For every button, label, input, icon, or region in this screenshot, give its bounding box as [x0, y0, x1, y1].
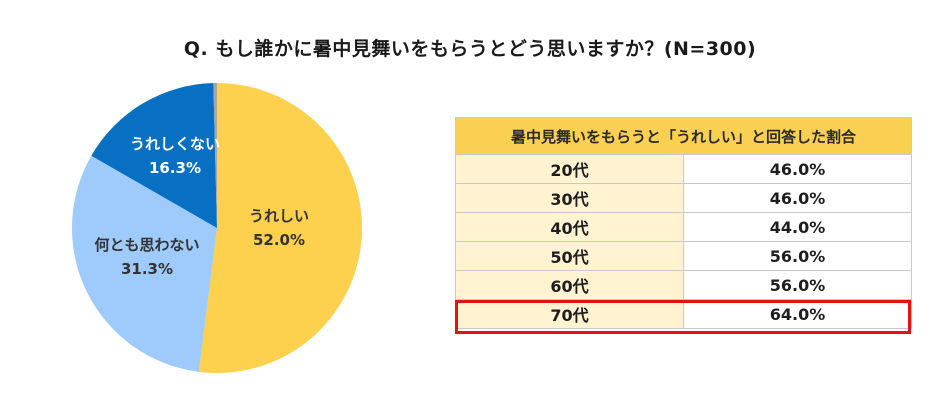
pie-label-happy-name: うれしい — [248, 207, 310, 225]
pie-label-unhappy-pct: 16.3% — [148, 159, 202, 177]
chart-title: Q. もし誰かに暑中見舞いをもらうとどう思いますか？(N=300) — [183, 38, 757, 60]
pie-slice — [72, 155, 217, 372]
pie-label-unhappy-name: うれしくない — [129, 135, 221, 153]
pie-label-indifferent-name: 何とも思わない — [94, 236, 200, 254]
pie-slice — [198, 83, 362, 373]
age-cell: 20代 — [455, 154, 684, 184]
table-row: 30代 46.0% — [455, 183, 912, 213]
table-row: 60代 56.0% — [455, 270, 912, 300]
table-row-highlighted: 70代 64.0% — [455, 299, 912, 329]
age-cell: 70代 — [455, 299, 684, 329]
pie-label-happy: うれしい 52.0% — [249, 204, 309, 252]
age-cell: 40代 — [455, 212, 684, 242]
happy-ratio-table: 暑中見舞いをもらうと「うれしい」と回答した割合 20代 46.0% 30代 46… — [455, 117, 912, 329]
table-row: 40代 44.0% — [455, 212, 912, 242]
pie-label-happy-pct: 52.0% — [252, 231, 306, 249]
value-cell: 46.0% — [683, 154, 912, 184]
table-header: 暑中見舞いをもらうと「うれしい」と回答した割合 — [455, 117, 912, 155]
age-cell: 50代 — [455, 241, 684, 271]
pie-slice — [213, 83, 217, 228]
value-cell: 46.0% — [683, 183, 912, 213]
value-cell: 56.0% — [683, 241, 912, 271]
table-row: 20代 46.0% — [455, 154, 912, 184]
pie-label-indifferent: 何とも思わない 31.3% — [94, 233, 199, 281]
pie-svg — [72, 83, 362, 373]
value-cell: 56.0% — [683, 270, 912, 300]
value-cell: 64.0% — [683, 299, 912, 329]
age-cell: 60代 — [455, 270, 684, 300]
pie-label-unhappy: うれしくない 16.3% — [130, 132, 220, 180]
pie-label-indifferent-pct: 31.3% — [120, 260, 174, 278]
pie-slice — [91, 83, 217, 228]
table-row: 50代 56.0% — [455, 241, 912, 271]
pie-chart: うれしい 52.0% 何とも思わない 31.3% うれしくない 16.3% — [72, 83, 362, 373]
age-cell: 30代 — [455, 183, 684, 213]
value-cell: 44.0% — [683, 212, 912, 242]
